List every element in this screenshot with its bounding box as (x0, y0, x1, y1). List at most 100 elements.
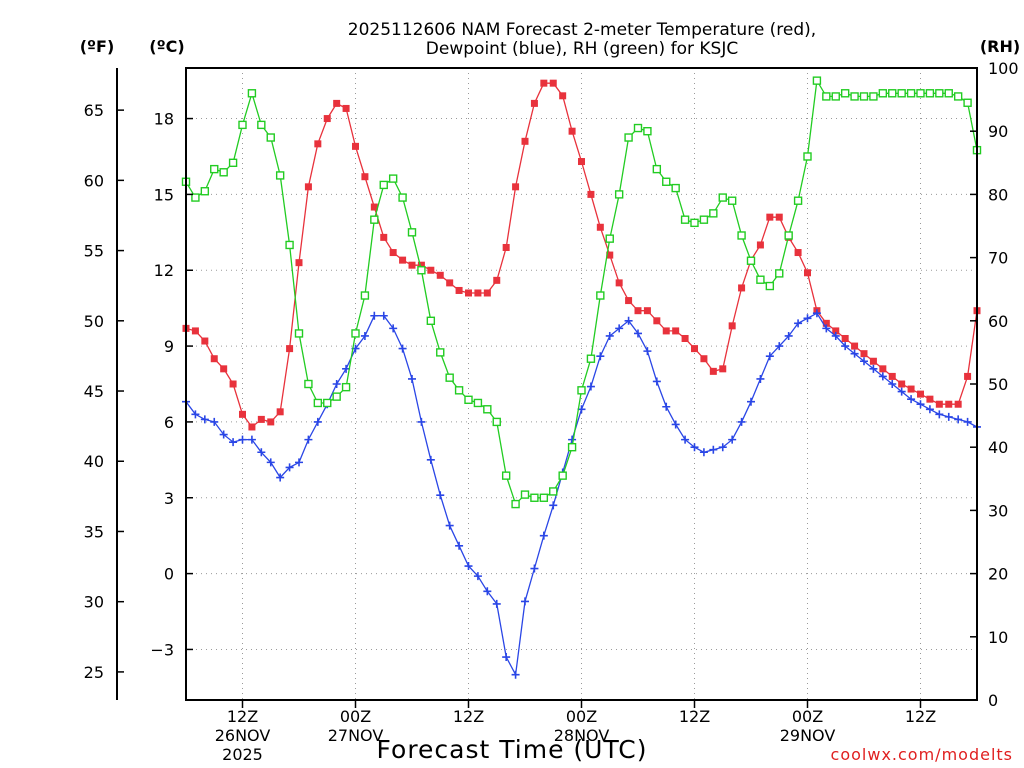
dewpoint-point (200, 415, 209, 424)
dewpoint-point (445, 521, 454, 530)
rh-tick-label: 80 (988, 185, 1008, 204)
temperature-point (474, 289, 482, 297)
celsius-axis-title: (ºC) (149, 37, 184, 56)
x-axis-title: Forecast Time (UTC) (377, 735, 648, 764)
temperature-point (314, 140, 322, 148)
rh-point (709, 209, 718, 218)
temperature-point (342, 104, 350, 112)
rh-point (219, 168, 228, 177)
rh-point (360, 291, 370, 300)
rh-point (643, 126, 652, 136)
x-tick-label: 00Z (792, 707, 823, 726)
rh-point (784, 231, 793, 240)
rh-point (963, 98, 972, 107)
x-date-label: 28NOV (554, 726, 610, 745)
dewpoint-point (888, 380, 897, 388)
credit-text: coolwx.com/modelts (831, 745, 1013, 764)
dewpoint-point (869, 364, 878, 373)
dewpoint-point (191, 410, 200, 419)
dewpoint-point (266, 458, 275, 467)
temperature-point (964, 372, 972, 380)
rh-point (944, 89, 953, 98)
dewpoint-point (615, 324, 624, 333)
rh-tick-label: 100 (988, 59, 1019, 78)
temperature-point (662, 327, 670, 335)
dewpoint-point (389, 324, 398, 333)
temperature-point (295, 259, 303, 267)
temperature-point (352, 142, 359, 150)
rh-point (323, 398, 332, 408)
rh-point (850, 92, 859, 101)
dewpoint-point (436, 491, 445, 500)
rh-point (605, 234, 614, 243)
temperature-point (201, 337, 209, 345)
dewpoint-point (360, 331, 369, 340)
dewpoint-point (935, 410, 944, 419)
fahrenheit-axis-title: (ºF) (80, 37, 115, 56)
temperature-line (185, 82, 978, 428)
temperature-point (587, 190, 595, 198)
rh-point (238, 120, 247, 130)
x-tick-label: 12Z (679, 707, 710, 726)
rh-point (520, 490, 530, 499)
dewpoint-point (539, 531, 548, 540)
temperature-point (417, 261, 425, 269)
rh-point (624, 133, 633, 142)
rh-point (840, 89, 850, 98)
temperature-point (512, 183, 520, 191)
dewpoint-point (219, 430, 228, 439)
rh-tick-label: 50 (988, 375, 1008, 394)
temperature-point (361, 173, 369, 181)
temperature-point (304, 183, 312, 191)
x-tick-label: 12Z (453, 707, 484, 726)
celsius-tick-label: 3 (164, 489, 174, 508)
x-tick-label: 12Z (227, 707, 258, 726)
celsius-tick-label: −3 (150, 640, 174, 659)
rh-point (737, 231, 746, 240)
celsius-axis: −3 0 3 6 9 12 15 18 (150, 110, 193, 659)
dewpoint-point (916, 400, 925, 409)
fahrenheit-tick-label: 35 (84, 522, 104, 541)
temperature-point (954, 400, 962, 408)
temperature-point (191, 327, 199, 335)
dewpoint-point (662, 402, 671, 411)
temperature-point (493, 276, 501, 284)
dewpoint-point (784, 331, 793, 340)
dewpoint-point (313, 417, 322, 426)
temperature-point (483, 289, 491, 297)
rh-point (530, 493, 539, 502)
dewpoint-point (568, 435, 577, 444)
dewpoint-point (775, 342, 784, 351)
rh-point (859, 92, 869, 101)
rh-point (426, 316, 436, 325)
rh-point (699, 215, 709, 224)
dewpoint-point (210, 417, 219, 426)
dewpoint-point (803, 314, 812, 323)
dewpoint-point (455, 541, 464, 550)
temperature-point (540, 79, 548, 87)
temperature-point (719, 365, 727, 373)
chart-title-line2: Dewpoint (blue), RH (green) for KSJC (426, 39, 738, 59)
temperature-point (738, 284, 746, 292)
rh-axis-title: (RH) (980, 37, 1020, 56)
rh-point (596, 291, 605, 300)
fahrenheit-tick-label: 60 (84, 171, 104, 190)
celsius-tick-label: 6 (164, 413, 174, 432)
rh-point (935, 89, 944, 98)
rh-point (454, 386, 464, 395)
rh-point (614, 190, 624, 199)
rh-point (558, 471, 567, 480)
dewpoint-point (652, 377, 661, 386)
rh-point (888, 89, 897, 98)
rh-line (185, 78, 978, 506)
temperature-point (210, 355, 218, 363)
fahrenheit-tick-label: 30 (84, 593, 104, 612)
fahrenheit-tick-label: 40 (84, 452, 104, 471)
rh-point (332, 392, 341, 401)
rh-point (492, 417, 501, 427)
temperature-point (794, 249, 802, 257)
temperature-point (286, 345, 294, 353)
rh-tick-label: 10 (988, 628, 1008, 647)
dewpoint-point (944, 412, 953, 421)
rh-tick-label: 30 (988, 501, 1008, 520)
